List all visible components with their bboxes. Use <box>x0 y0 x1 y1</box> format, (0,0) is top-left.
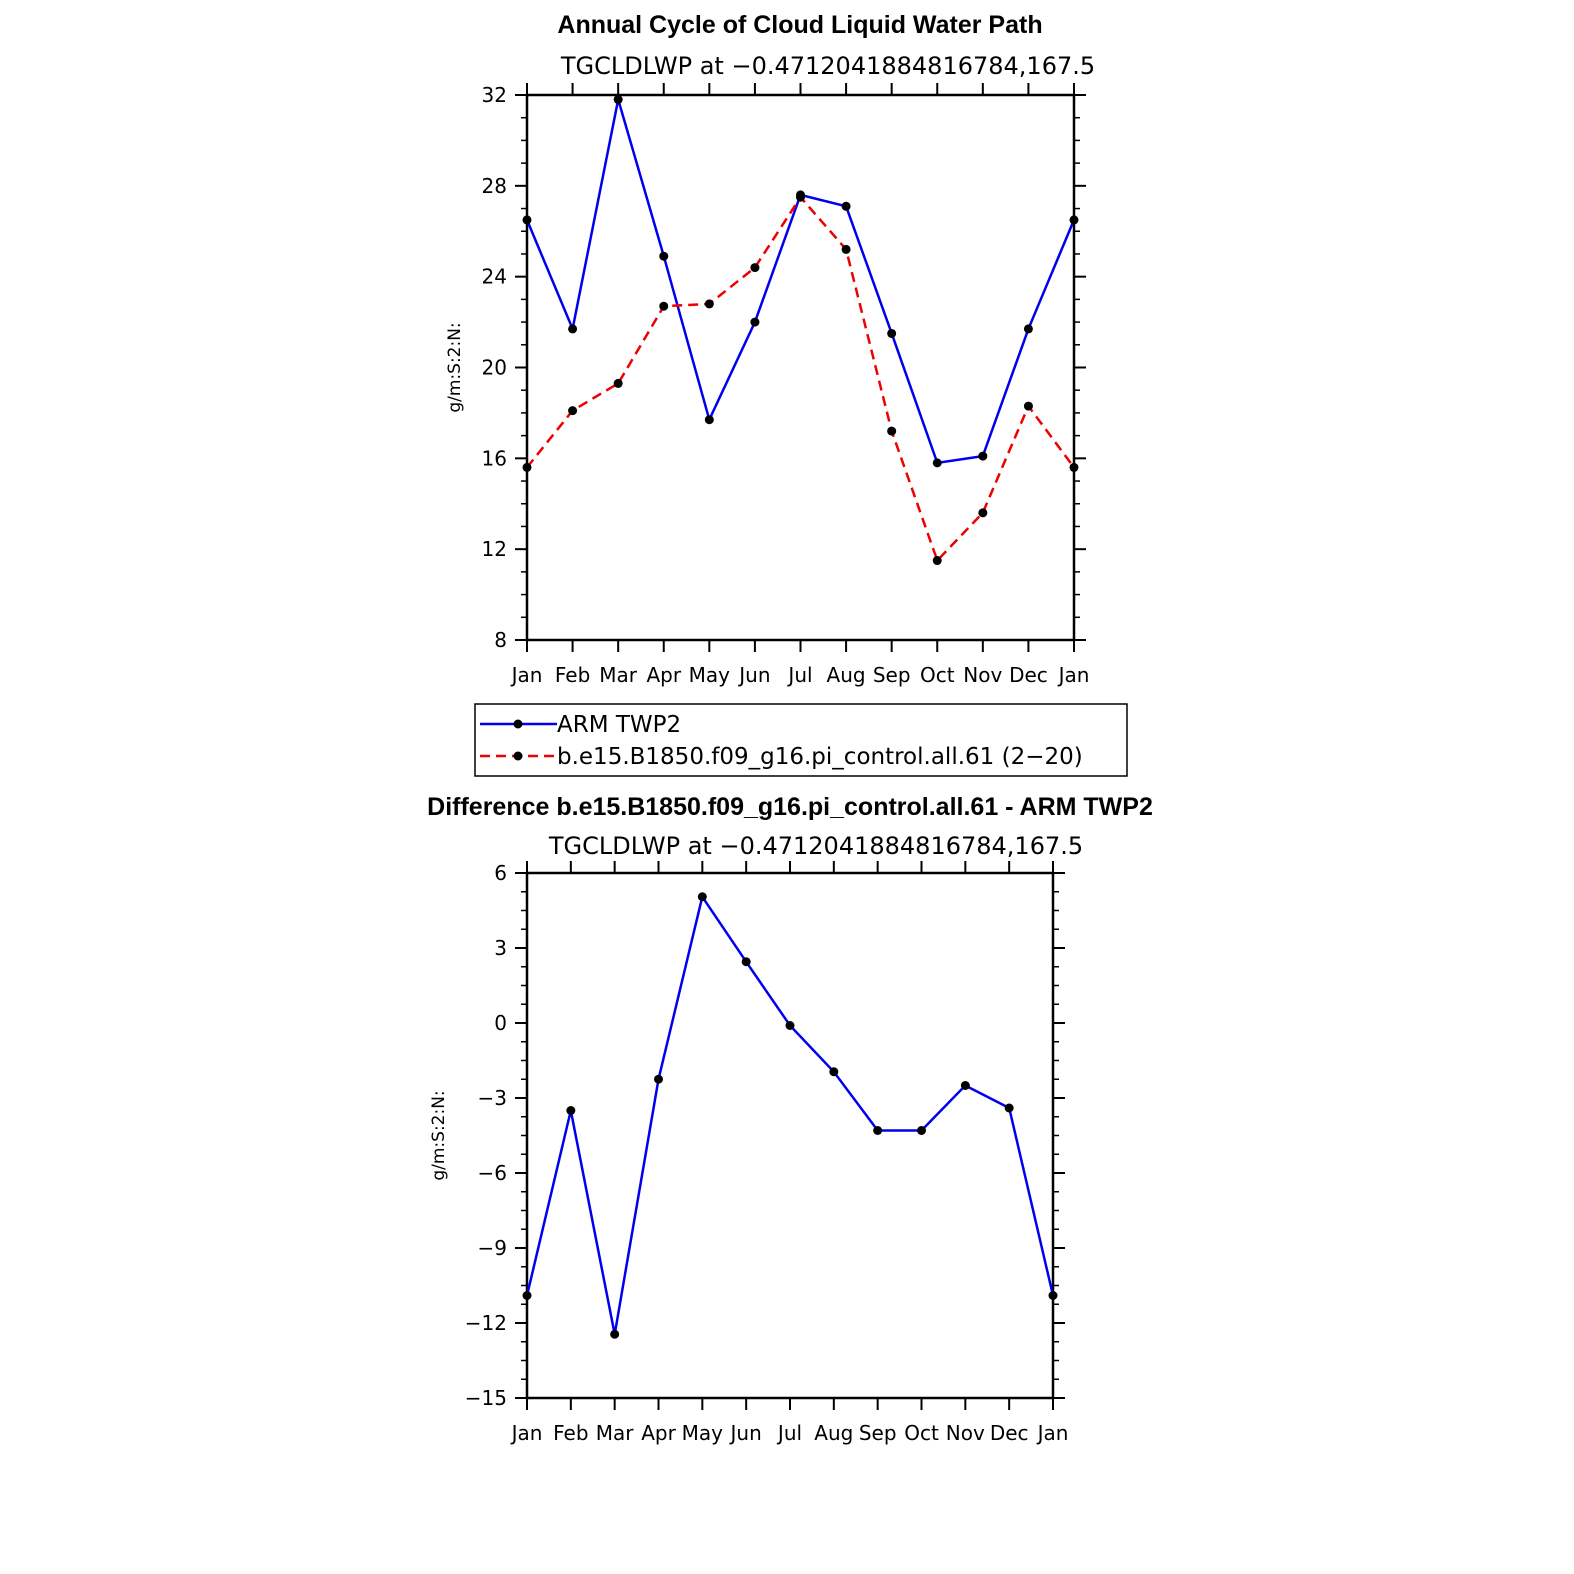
y-tick-label: −6 <box>478 1161 507 1185</box>
chart-subtitle: TGCLDLWP at −0.4712041884816784,167.5 <box>548 832 1083 860</box>
x-tick-label: Jun <box>737 663 770 687</box>
legend-marker-1 <box>513 719 523 729</box>
series-1-point <box>750 317 760 327</box>
series-2-point <box>887 426 897 436</box>
series-1-point <box>1023 324 1033 334</box>
series-1-point <box>610 1329 620 1339</box>
y-tick-label: −9 <box>478 1236 507 1260</box>
series-1-point <box>887 328 897 338</box>
series-1-point <box>566 1106 576 1115</box>
series-1-point <box>978 451 988 461</box>
chart-1: Annual Cycle of Cloud Liquid Water Path T… <box>445 11 1128 777</box>
series-2-point <box>1023 401 1033 411</box>
x-tick-label: Dec <box>990 1421 1029 1445</box>
x-tick-label: Feb <box>553 1421 588 1445</box>
y-tick-label: 24 <box>482 265 507 289</box>
plot-frame <box>525 871 1055 1400</box>
series-1-point <box>697 892 707 902</box>
series-1-point <box>659 251 669 261</box>
chart-title: Difference b.e15.B1850.f09_g16.pi_contro… <box>427 793 1153 821</box>
y-tick-label: 3 <box>494 936 507 960</box>
x-tick-label: Sep <box>873 663 911 687</box>
x-tick-label: Oct <box>904 1421 939 1445</box>
legend-box <box>474 703 1128 777</box>
series-2-point <box>796 192 805 202</box>
series-1-point <box>522 1291 532 1300</box>
chart-title: Annual Cycle of Cloud Liquid Water Path <box>557 11 1042 39</box>
x-tick-label: May <box>682 1421 724 1445</box>
series-1-point <box>741 957 751 967</box>
x-tick-label: Nov <box>963 663 1002 687</box>
x-tick-label: Jan <box>1057 663 1090 687</box>
legend: ARM TWP2 b.e15.B1850.f09_g16.pi_control.a… <box>474 703 1128 777</box>
x-tick-label: Jan <box>510 1421 543 1445</box>
chart-2: Difference b.e15.B1850.f09_g16.pi_contro… <box>427 793 1153 1445</box>
x-tick-label: Aug <box>827 663 866 687</box>
y-tick-label: 28 <box>482 174 507 198</box>
series-1-point <box>1069 215 1079 225</box>
series-2-point <box>522 462 532 472</box>
legend-entry-1: ARM TWP2 <box>557 712 681 738</box>
plot-frame <box>525 93 1076 642</box>
y-tick-label: 6 <box>494 861 507 885</box>
x-tick-label: Jan <box>510 663 543 687</box>
series-2-point <box>659 301 669 311</box>
series-1-point <box>613 95 623 105</box>
y-tick-label: −15 <box>465 1386 507 1410</box>
series-line-2 <box>526 195 1076 563</box>
series-2-point <box>1069 462 1079 472</box>
series-2-point <box>932 556 942 566</box>
y-tick-label: 12 <box>482 537 507 561</box>
x-tick-label: Aug <box>814 1421 853 1445</box>
series-1-point <box>785 1021 795 1030</box>
series-1-point <box>1004 1103 1014 1113</box>
y-tick-label: −12 <box>465 1311 507 1335</box>
x-tick-label: Nov <box>946 1421 985 1445</box>
series-1-point <box>654 1074 663 1084</box>
series-2-point <box>568 406 578 416</box>
x-tick-label: Jul <box>786 663 812 687</box>
series-1-point <box>917 1126 926 1135</box>
series-2-point <box>704 299 714 309</box>
y-tick-label: 16 <box>482 446 507 470</box>
y-tick-label: 0 <box>494 1011 507 1035</box>
series-2-point <box>978 508 988 518</box>
series-1-point <box>873 1126 883 1135</box>
legend-entry-2: b.e15.B1850.f09_g16.pi_control.all.61 (2… <box>557 744 1083 770</box>
x-tick-label: Oct <box>920 663 955 687</box>
series-line-1 <box>525 99 1076 465</box>
series-1-point <box>522 215 532 225</box>
y-tick-label: 8 <box>494 628 507 652</box>
series-1-point <box>1048 1291 1058 1300</box>
x-tick-label: Mar <box>599 663 638 687</box>
y-tick-label: 20 <box>482 356 507 380</box>
y-tick-label: −3 <box>478 1086 507 1110</box>
x-tick-label: Sep <box>859 1421 897 1445</box>
series-1-point <box>568 324 578 334</box>
series-1-point <box>960 1081 970 1090</box>
series-1-point <box>841 201 851 211</box>
series-2-point <box>613 378 623 388</box>
x-tick-label: Apr <box>646 663 681 687</box>
x-tick-label: Dec <box>1009 663 1048 687</box>
series-line-1 <box>525 893 1055 1335</box>
series-1-point <box>829 1067 839 1077</box>
x-tick-label: Jun <box>729 1421 762 1445</box>
series-1-point <box>932 458 942 468</box>
series-1-point <box>704 415 714 425</box>
legend-marker-2 <box>513 751 523 761</box>
x-tick-label: Jul <box>776 1421 802 1445</box>
x-tick-label: Feb <box>555 663 590 687</box>
x-tick-label: Mar <box>596 1421 635 1445</box>
x-tick-label: Apr <box>641 1421 676 1445</box>
y-axis-label: g/m:S:2:N: <box>445 322 465 412</box>
y-tick-label: 32 <box>482 83 507 107</box>
x-tick-label: Jan <box>1036 1421 1069 1445</box>
x-tick-label: May <box>689 663 731 687</box>
series-2-point <box>841 244 851 254</box>
chart-subtitle: TGCLDLWP at −0.4712041884816784,167.5 <box>560 52 1095 80</box>
series-2-point <box>750 263 760 273</box>
y-axis-label: g/m:S:2:N: <box>429 1090 449 1180</box>
